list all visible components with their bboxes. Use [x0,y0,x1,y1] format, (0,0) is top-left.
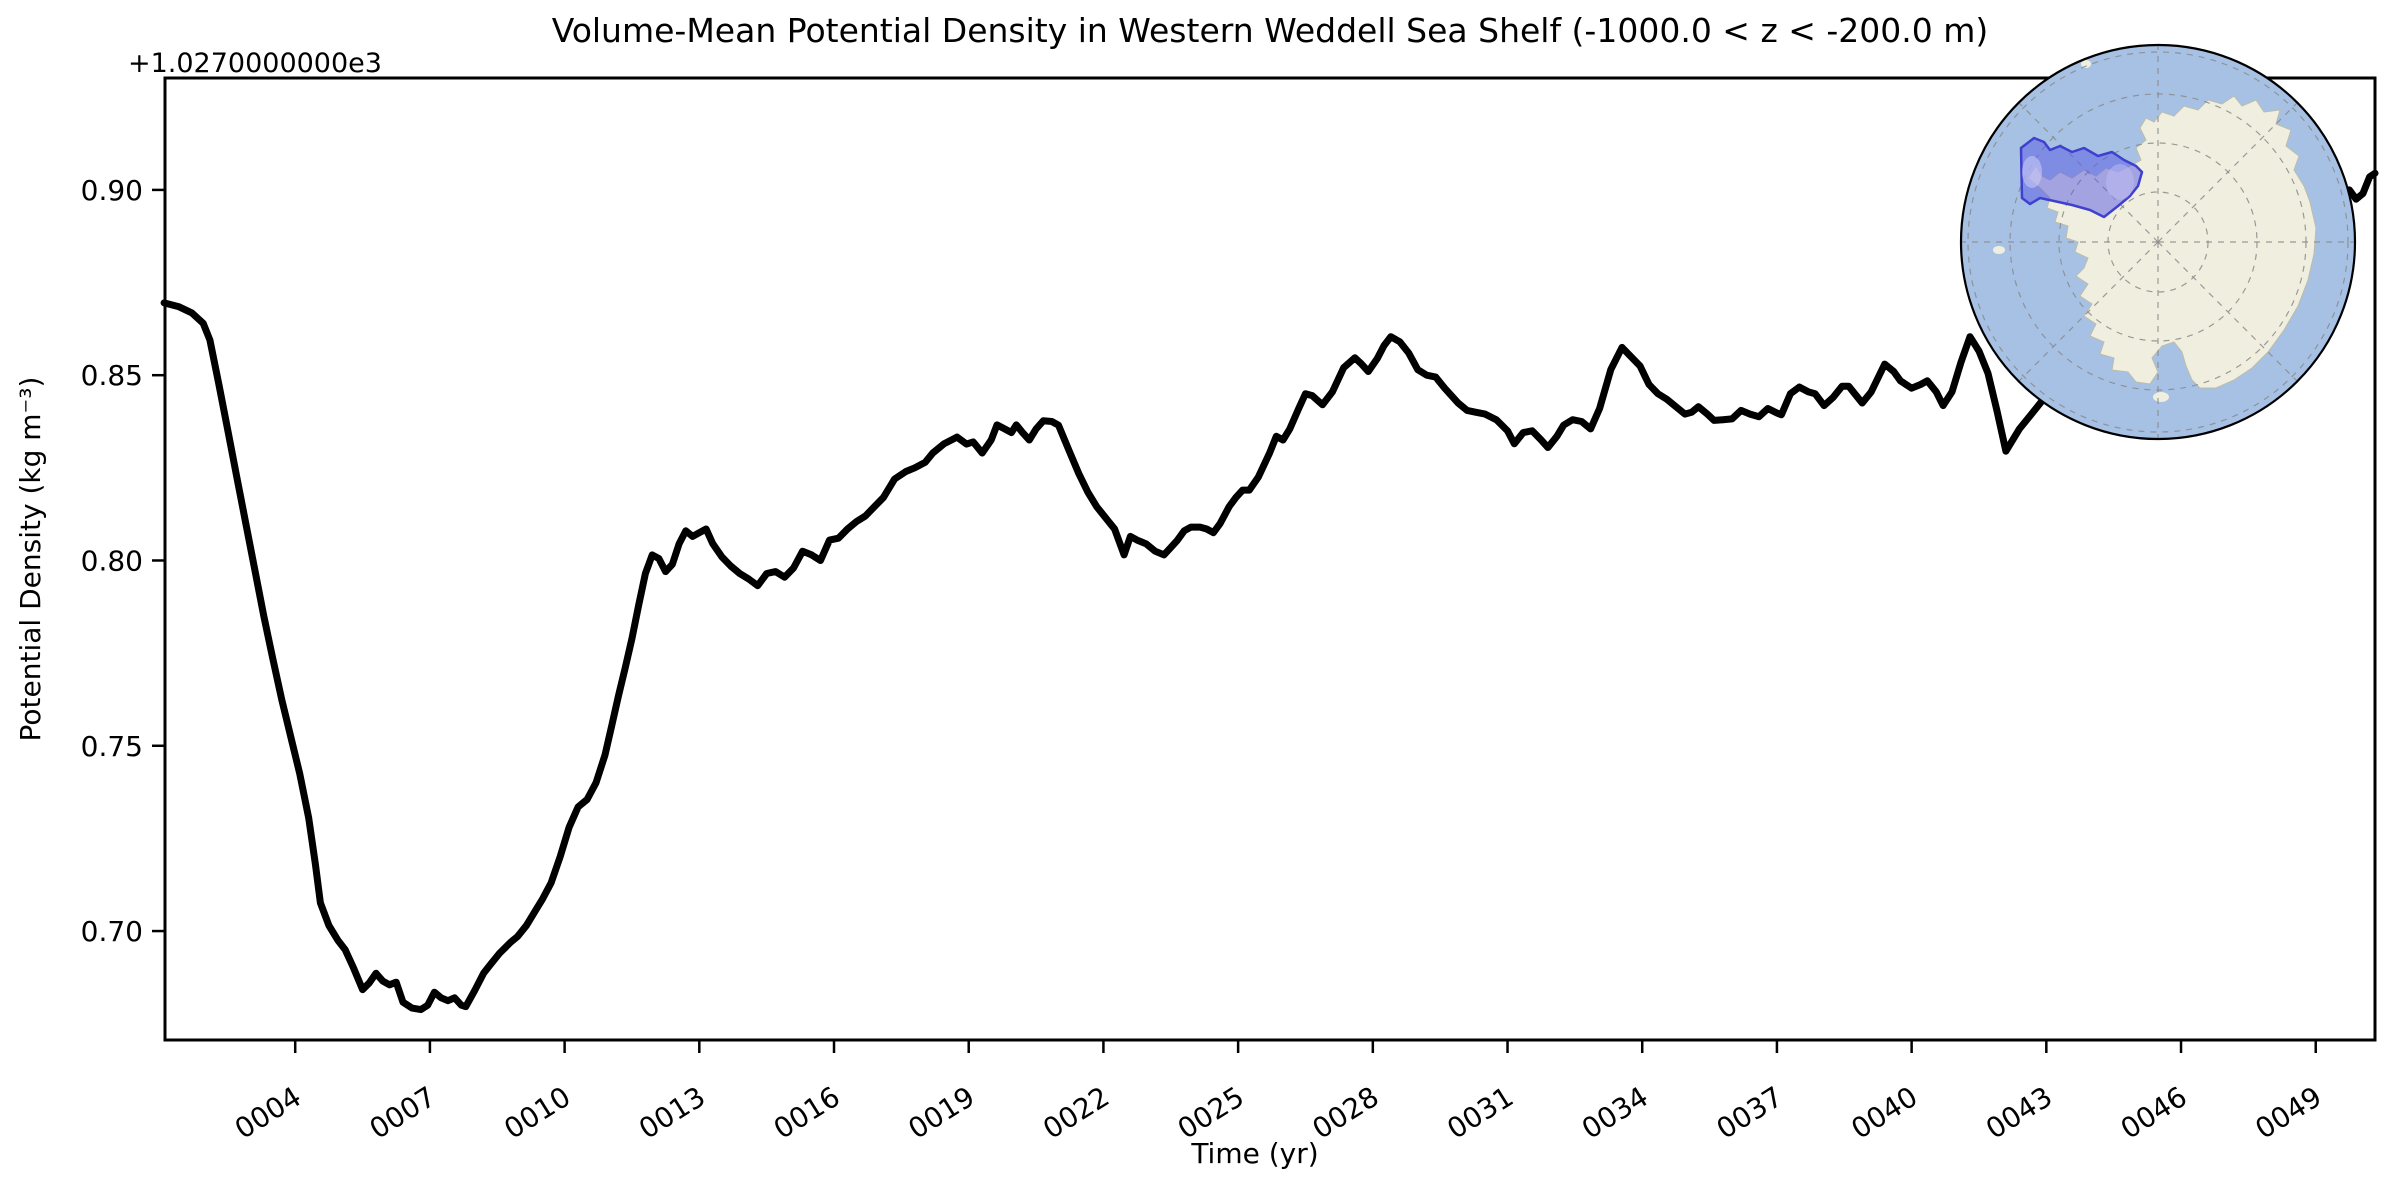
x-tick-label: 0037 [1711,1080,1789,1146]
weddell-shelf-highlight-region [2019,136,2144,219]
x-tick-label: 0034 [1576,1080,1654,1146]
x-tick-label: 0007 [364,1080,442,1146]
y-axis-offset-text: +1.0270000000e3 [128,48,382,79]
x-axis-ticks: 0004 0007 0010 0013 0016 0019 0022 0025 0028 0031… [229,1040,2327,1146]
y-tick-label: 0.90 [81,174,143,207]
map-island [2153,392,2169,402]
graticule-parallel [1967,51,2349,433]
y-tick-label: 0.75 [81,730,143,763]
x-tick-label: 0025 [1172,1080,1250,1146]
x-tick-label: 0010 [498,1080,576,1146]
x-tick-label: 0031 [1441,1080,1519,1146]
ice-shelf-patch [2106,164,2134,200]
potential-density-line [160,169,2379,1014]
antarctica-inset-map [1959,43,2357,441]
x-tick-label: 0046 [2115,1080,2193,1146]
x-tick-label: 0022 [1037,1080,1115,1146]
x-tick-label: 0028 [1307,1080,1385,1146]
map-border-circle [1959,43,2357,441]
x-axis-label: Time (yr) [1190,1137,1318,1170]
y-tick-label: 0.85 [81,359,143,392]
x-tick-label: 0049 [2250,1080,2328,1146]
ice-shelf-patch [2022,156,2042,188]
x-tick-label: 0004 [229,1080,307,1146]
y-tick-label: 0.80 [81,544,143,577]
y-axis-ticks: 0.90 0.85 0.80 0.75 0.70 [81,174,165,948]
x-tick-label: 0043 [1980,1080,2058,1146]
x-tick-label: 0019 [903,1080,981,1146]
y-axis-label: Potential Density (kg m⁻³) [14,377,47,742]
y-tick-label: 0.70 [81,915,143,948]
x-tick-label: 0013 [633,1080,711,1146]
x-tick-label: 0040 [1845,1080,1923,1146]
map-island [1993,246,2005,254]
map-island [2081,60,2091,68]
chart-title: Volume-Mean Potential Density in Western… [552,11,1989,50]
map-graticule [1961,45,2355,439]
graticule-meridian [2157,102,2298,243]
graticule-meridian [2157,241,2298,382]
x-tick-label: 0016 [768,1080,846,1146]
graticule-meridian [2018,241,2159,382]
plot-border [163,76,2377,1042]
